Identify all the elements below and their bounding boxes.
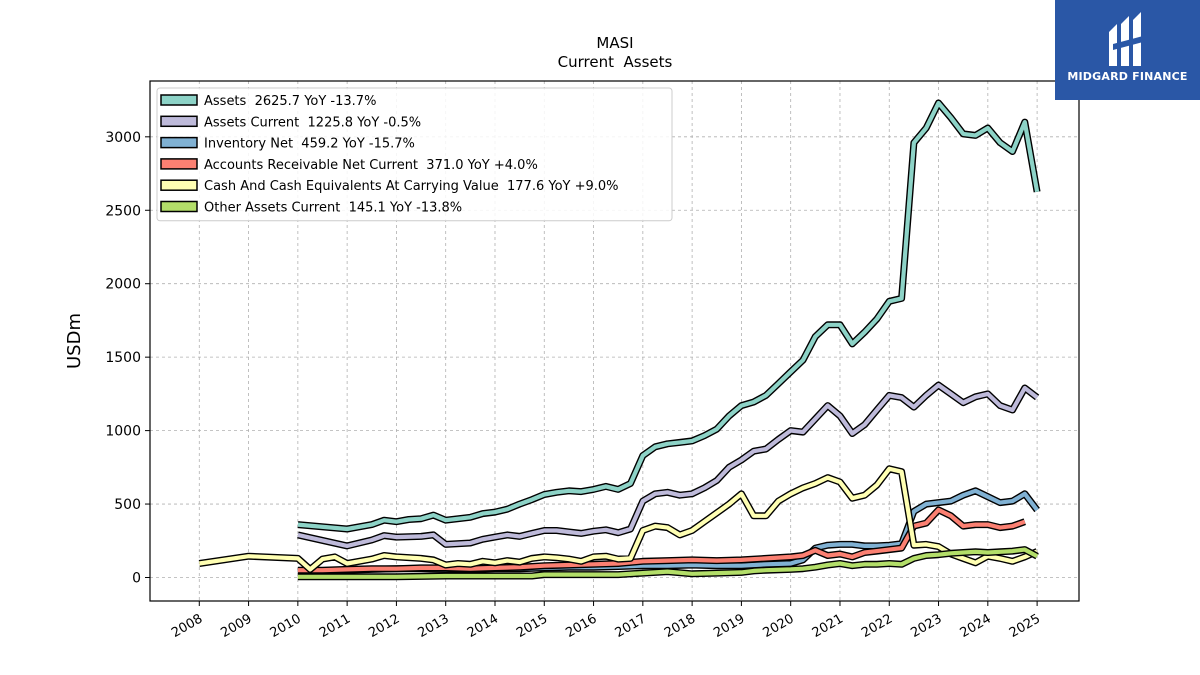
- legend-swatch: [160, 158, 198, 170]
- brand-logo: MIDGARD FINANCE: [1055, 0, 1200, 100]
- legend-entry: Accounts Receivable Net Current 371.0 Yo…: [204, 158, 538, 173]
- series-layer: [198, 99, 1041, 581]
- y-axis-label: USDm: [64, 313, 85, 369]
- y-tick-label: 0: [132, 570, 141, 586]
- y-tick-label: 500: [114, 497, 141, 513]
- series-line: [297, 547, 1039, 579]
- y-tick-label: 1000: [105, 424, 141, 440]
- x-tick-label: 2018: [662, 611, 698, 641]
- y-ticks: 0 500 1000 1500 2000 2500 3000: [105, 130, 150, 586]
- legend-entry: Assets 2625.7 YoY -13.7%: [204, 94, 376, 109]
- x-tick-label: 2016: [563, 611, 599, 641]
- series-5: [297, 546, 1039, 581]
- x-tick-label: 2015: [514, 611, 550, 641]
- legend-box: [156, 87, 673, 222]
- series-line: [297, 507, 1026, 573]
- y-tick-label: 2000: [105, 277, 141, 293]
- series-0: [297, 99, 1041, 533]
- logo-text: MIDGARD FINANCE: [1067, 70, 1188, 83]
- x-ticks: 2008 2009 2010 2011 2012 2013 2014 2015 2016 2017…: [169, 601, 1043, 641]
- legend-swatch: [160, 200, 198, 213]
- legend-swatch: [160, 94, 198, 106]
- x-tick-label: 2014: [465, 611, 501, 641]
- x-tick-label: 2025: [1007, 611, 1043, 641]
- legend-entry: Other Assets Current 145.1 YoY -13.8%: [204, 201, 462, 216]
- series-1: [297, 381, 1040, 550]
- series-line: [297, 100, 1040, 532]
- x-tick-label: 2020: [761, 611, 797, 641]
- midgard-logo-icon: [1109, 12, 1143, 66]
- x-tick-label: 2023: [908, 611, 944, 641]
- legend-entry: Inventory Net 459.2 YoY -15.7%: [204, 137, 415, 152]
- chart-title: MASI: [596, 34, 633, 52]
- x-tick-label: 2012: [366, 611, 402, 641]
- x-tick-label: 2008: [169, 611, 205, 641]
- y-tick-label: 2500: [105, 203, 141, 219]
- series-line: [297, 383, 1039, 548]
- y-tick-label: 3000: [105, 130, 141, 146]
- legend-entry: Assets Current 1225.8 YoY -0.5%: [204, 115, 421, 130]
- x-tick-label: 2022: [859, 611, 895, 641]
- legend-entry: Cash And Cash Equivalents At Carrying Va…: [204, 179, 619, 194]
- x-tick-label: 2010: [268, 611, 304, 641]
- x-tick-label: 2021: [810, 611, 846, 641]
- x-tick-label: 2011: [317, 611, 353, 641]
- legend-swatch: [160, 136, 198, 149]
- x-tick-label: 2009: [218, 611, 254, 641]
- legend-swatch: [160, 179, 198, 191]
- series-line: [198, 466, 1038, 572]
- chart-subtitle: Current Assets: [558, 53, 673, 71]
- y-tick-label: 1500: [105, 350, 141, 366]
- legend-swatch: [160, 115, 198, 128]
- plot-frame: [149, 80, 1080, 602]
- x-tick-label: 2013: [416, 611, 452, 641]
- x-tick-label: 2017: [613, 611, 649, 641]
- legend: Assets 2625.7 YoY -13.7% Assets Current 1…: [156, 87, 673, 222]
- x-tick-label: 2024: [958, 611, 994, 641]
- series-4: [198, 465, 1039, 573]
- series-3: [297, 506, 1026, 574]
- x-tick-label: 2019: [711, 611, 747, 641]
